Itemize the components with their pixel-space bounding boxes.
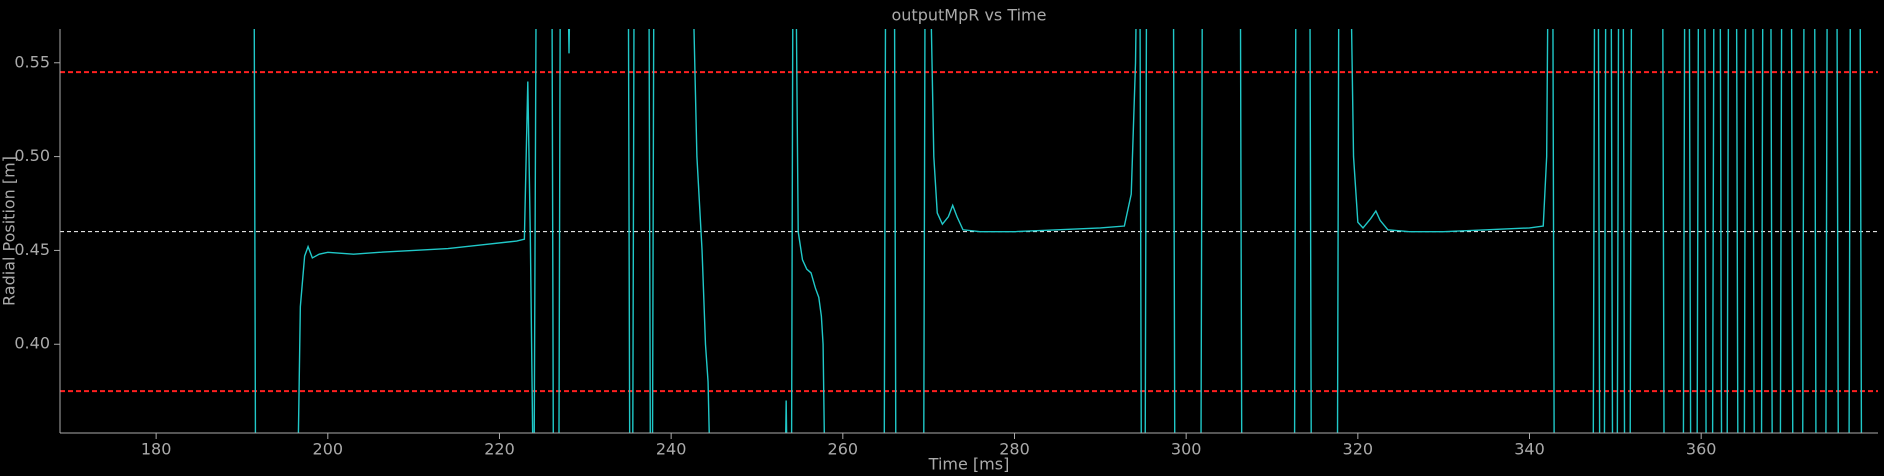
y-tick-label: 0.55 xyxy=(14,52,50,71)
x-tick-label: 260 xyxy=(828,440,859,459)
x-axis-label: Time [ms] xyxy=(928,455,1010,474)
x-tick-label: 180 xyxy=(141,440,172,459)
x-tick-label: 300 xyxy=(1171,440,1202,459)
chart-title: outputMpR vs Time xyxy=(892,6,1047,25)
plot-area xyxy=(60,29,1878,433)
x-tick-label: 220 xyxy=(484,440,515,459)
y-tick-label: 0.50 xyxy=(14,146,50,165)
y-tick-label: 0.40 xyxy=(14,334,50,353)
x-tick-label: 320 xyxy=(1343,440,1374,459)
x-tick-label: 340 xyxy=(1514,440,1545,459)
y-axis-label: Radial Position [m] xyxy=(0,156,19,306)
data-line xyxy=(253,29,1863,433)
x-tick-label: 280 xyxy=(999,440,1030,459)
y-tick-label: 0.45 xyxy=(14,240,50,259)
x-tick-label: 240 xyxy=(656,440,687,459)
x-tick-label: 360 xyxy=(1686,440,1717,459)
x-tick-label: 200 xyxy=(313,440,344,459)
